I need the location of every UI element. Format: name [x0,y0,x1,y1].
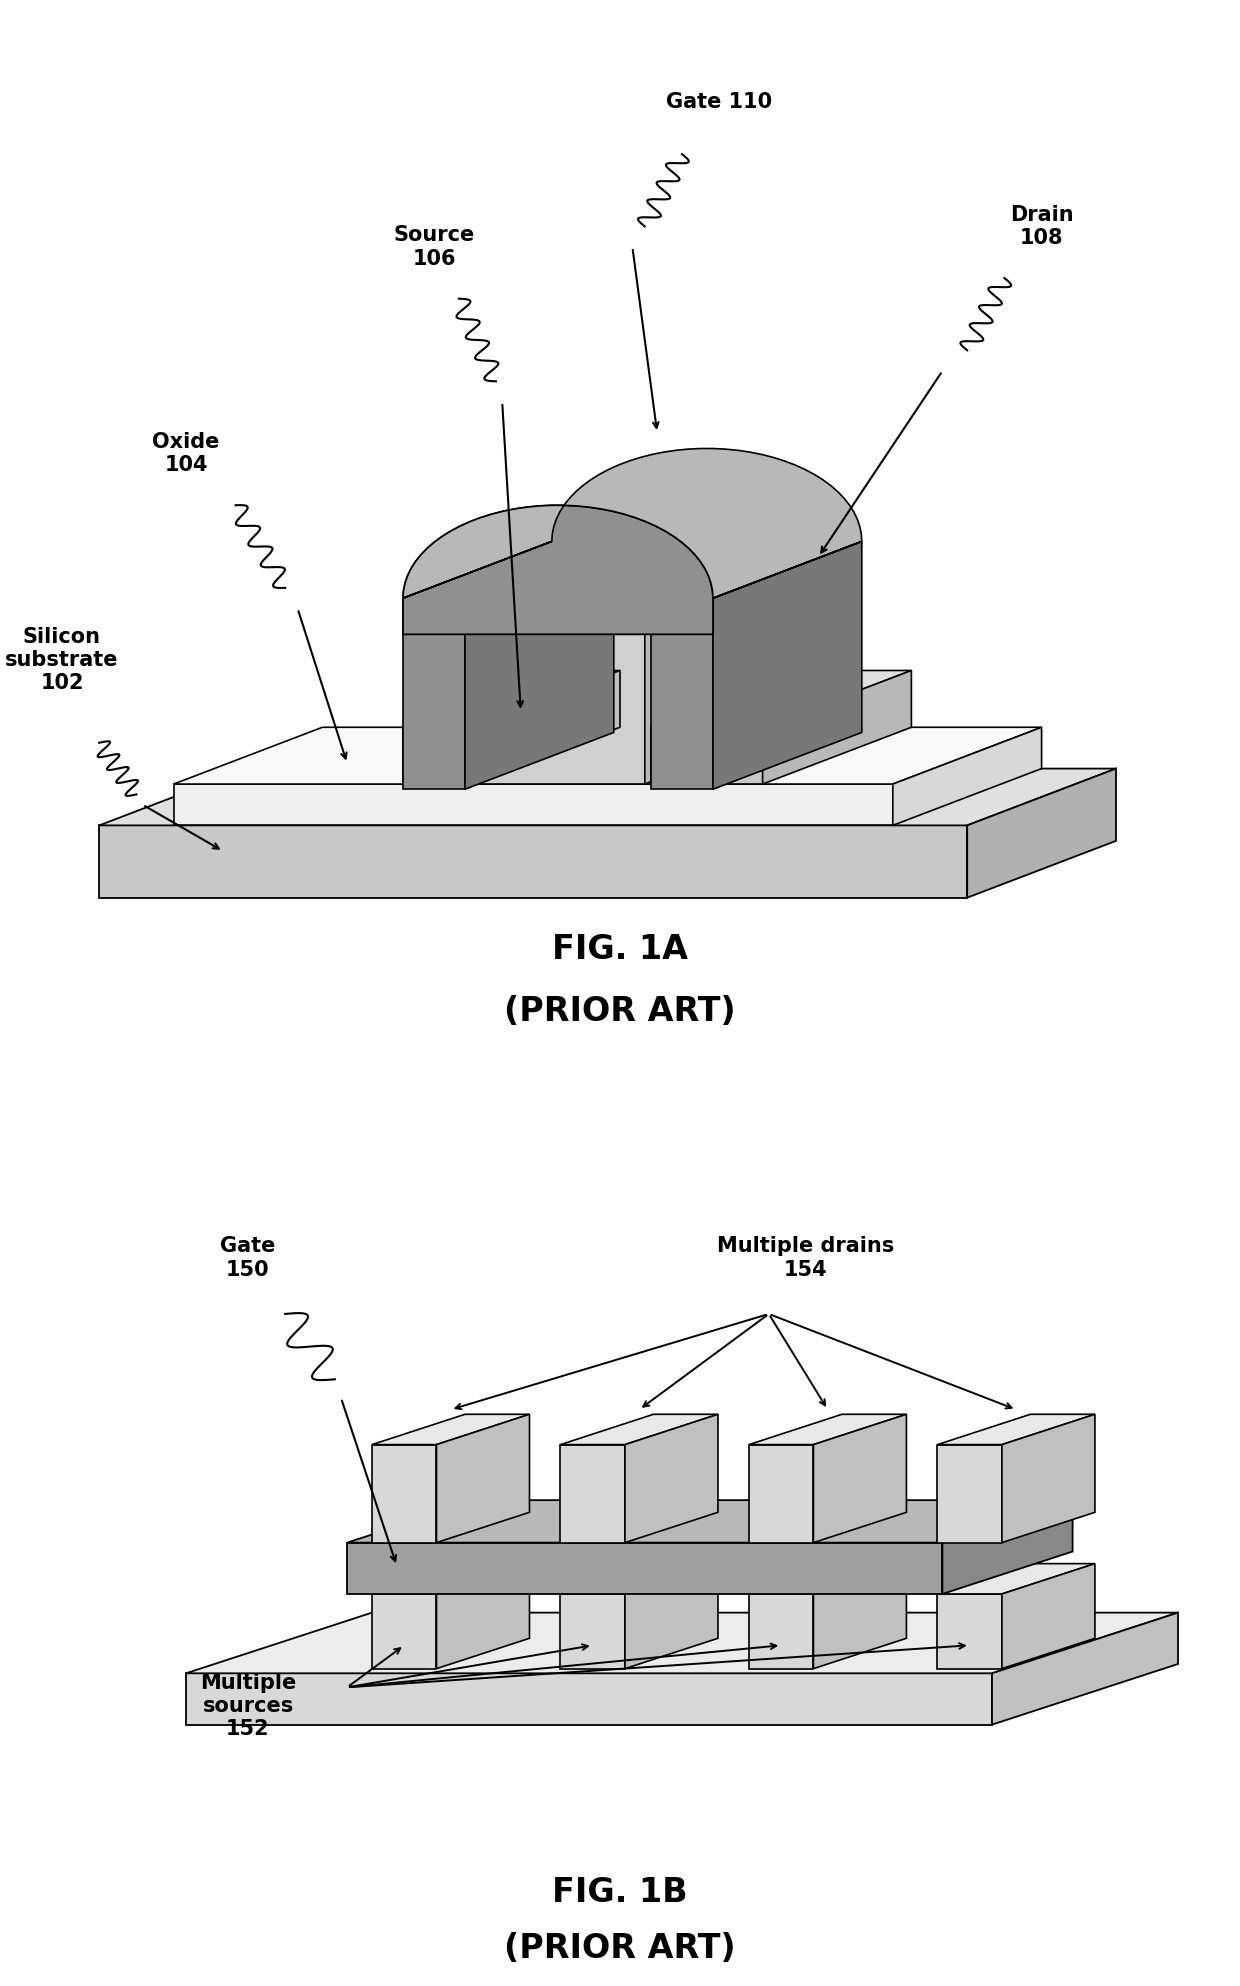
Polygon shape [937,1563,1095,1595]
Polygon shape [347,1499,1073,1543]
Polygon shape [651,542,862,598]
Polygon shape [99,769,1116,826]
Polygon shape [403,449,862,598]
Polygon shape [749,1595,813,1668]
Polygon shape [942,1499,1073,1595]
Text: (PRIOR ART): (PRIOR ART) [505,1932,735,1966]
Polygon shape [403,504,713,634]
Text: FIG. 1A: FIG. 1A [552,933,688,965]
Polygon shape [625,1414,718,1543]
Text: Gate
150: Gate 150 [221,1237,275,1279]
Polygon shape [186,1613,1178,1674]
Polygon shape [763,671,911,784]
Polygon shape [1002,1563,1095,1668]
Text: Oxide
104: Oxide 104 [153,433,219,475]
Polygon shape [403,542,552,598]
Polygon shape [749,1414,906,1444]
Polygon shape [471,598,645,784]
Text: FIG. 1B: FIG. 1B [552,1877,688,1909]
Polygon shape [372,1563,529,1595]
Polygon shape [186,1674,992,1724]
Text: Drain
108: Drain 108 [1009,205,1074,248]
Text: Source
106: Source 106 [393,226,475,268]
Polygon shape [813,1414,906,1543]
Polygon shape [99,826,967,898]
Polygon shape [372,1414,529,1444]
Polygon shape [560,1444,625,1543]
Polygon shape [403,598,465,788]
Polygon shape [1002,1414,1095,1543]
Text: (PRIOR ART): (PRIOR ART) [505,995,735,1029]
Polygon shape [174,784,893,826]
Polygon shape [625,1563,718,1668]
Polygon shape [560,1563,718,1595]
Text: Silicon
substrate
102: Silicon substrate 102 [5,628,119,693]
Polygon shape [372,1595,436,1668]
Text: Multiple drains
154: Multiple drains 154 [718,1237,894,1279]
Polygon shape [967,769,1116,898]
Polygon shape [403,542,614,598]
Polygon shape [813,1563,906,1668]
Polygon shape [560,1595,625,1668]
Polygon shape [471,542,794,598]
Polygon shape [651,671,911,727]
Polygon shape [749,1444,813,1543]
Polygon shape [403,671,620,727]
Polygon shape [713,542,862,788]
Polygon shape [465,542,614,788]
Polygon shape [347,1543,942,1595]
Polygon shape [403,727,471,784]
Polygon shape [651,598,713,788]
Polygon shape [436,1414,529,1543]
Text: Multiple
sources
152: Multiple sources 152 [200,1672,296,1740]
Polygon shape [713,542,862,598]
Polygon shape [992,1613,1178,1724]
Polygon shape [471,671,620,784]
Polygon shape [937,1595,1002,1668]
Text: Gate 110: Gate 110 [666,93,773,113]
Polygon shape [560,1414,718,1444]
Polygon shape [937,1414,1095,1444]
Polygon shape [937,1444,1002,1543]
Polygon shape [645,542,794,784]
Polygon shape [893,727,1042,826]
Polygon shape [372,1444,436,1543]
Polygon shape [436,1563,529,1668]
Polygon shape [749,1563,906,1595]
Polygon shape [651,727,763,784]
Polygon shape [174,727,1042,784]
